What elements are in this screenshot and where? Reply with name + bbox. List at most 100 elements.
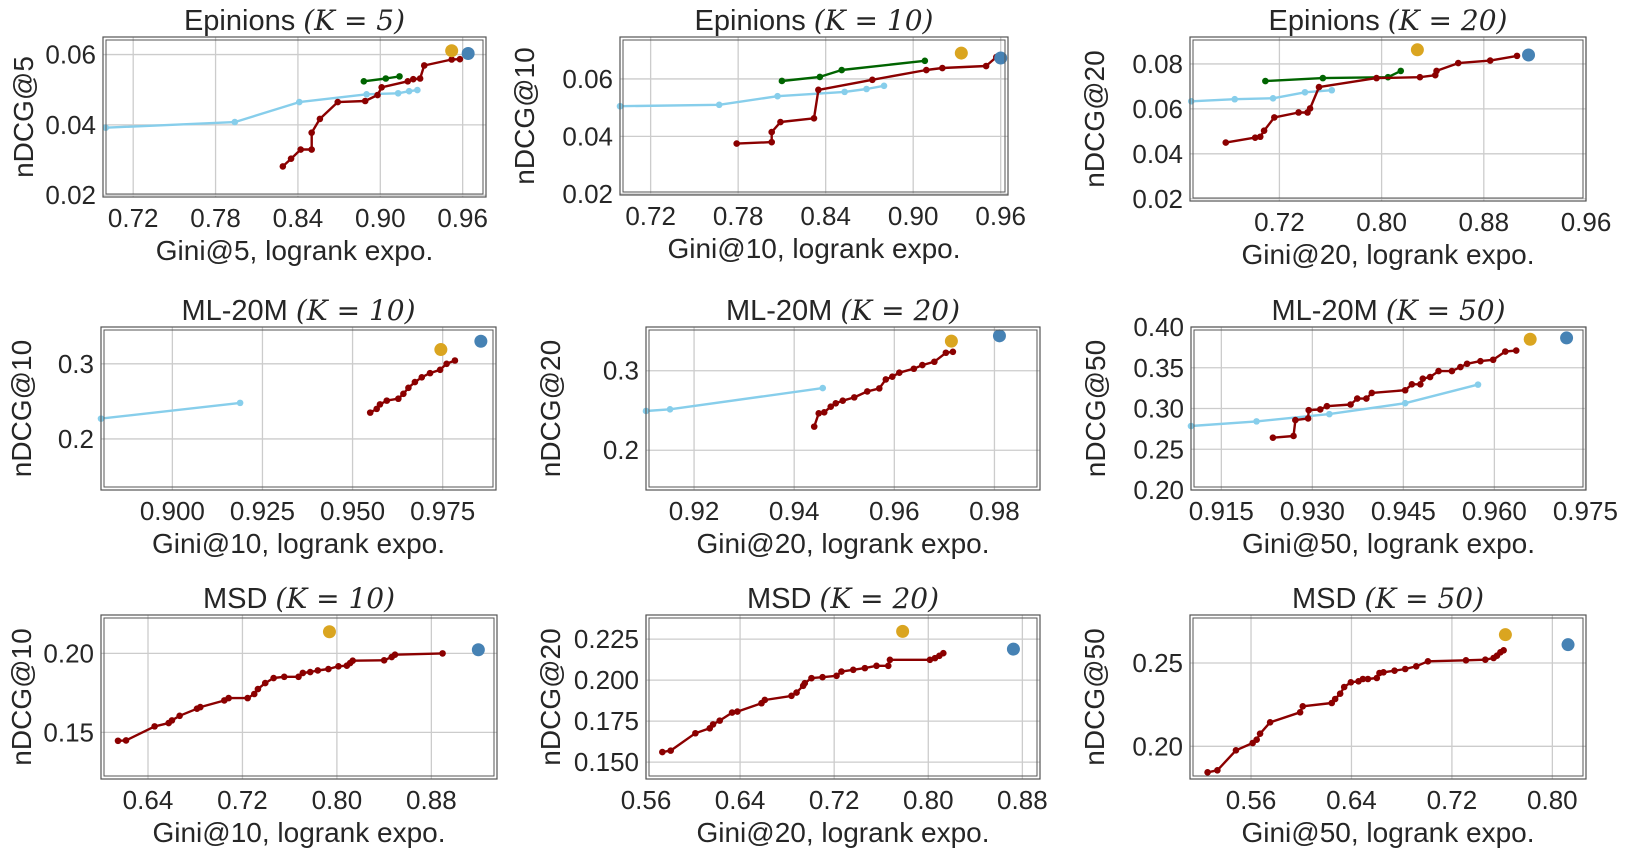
series-marker [1253,736,1260,743]
series-marker [1319,74,1327,82]
y-axis-label: nDCG@20 [535,340,566,477]
y-tick-label: 0.06 [1132,94,1183,124]
series-marker [1419,375,1427,382]
y-tick-label: 0.08 [1132,49,1183,79]
series-marker [349,657,357,664]
x-tick-label: 0.96 [437,203,488,233]
title-dataset: MSD [747,583,811,615]
series-marker [827,403,835,410]
series-marker [1331,695,1339,703]
series-marker [819,673,826,681]
reference-point [322,625,336,639]
series-marker [250,690,258,698]
x-axis-label: Gini@50, logrank expo. [1242,528,1535,559]
series-marker [1512,347,1520,354]
x-tick-label: 0.80 [312,785,363,815]
series-marker [819,384,827,392]
series-marker [926,656,934,664]
series-marker [1316,406,1324,413]
series-marker [1424,658,1432,665]
series-marker [1397,67,1405,75]
subplot-title: ML-20M (K = 10) [181,294,415,327]
x-tick-label: 0.96 [869,496,920,526]
series-marker [1269,95,1277,102]
frame-inner [103,329,494,488]
series-marker [1305,406,1313,414]
series-marker [1448,367,1456,375]
frame-inner [622,39,1006,193]
series-marker [382,75,390,82]
series-marker [1380,669,1387,676]
series-marker [1417,380,1424,388]
reference-point [471,643,485,657]
series-marker [297,146,304,153]
series-marker [418,374,426,381]
y-tick-label: 0.175 [574,706,639,736]
series-marker [733,140,740,147]
series-marker [832,400,840,407]
series-marker [820,409,828,416]
y-axis-label: nDCG@10 [509,47,540,184]
series-marker [1204,769,1211,776]
x-tick-label: 0.84 [273,203,324,233]
series-line [1265,69,1402,83]
series-marker [921,57,929,65]
series-marker [261,679,269,687]
x-tick-label: 0.80 [1356,207,1407,237]
series-marker [279,163,287,170]
subplot-3: 0.72 0.80 0.88 0.96 0.02 0.04 0.06 0.08 Epinions… [1079,4,1611,270]
series-marker [334,98,342,106]
x-axis-label: Gini@50, logrank expo. [1241,817,1534,848]
title-k: (K = 20) [1388,4,1508,37]
series-marker [1231,95,1239,103]
y-tick-label: 0.02 [1132,184,1183,214]
y-tick-label: 0.20 [43,638,94,668]
series-marker [306,668,314,676]
series-marker [196,703,204,711]
frame-outer [1189,614,1587,780]
frame-inner [105,39,484,195]
x-tick-label: 0.64 [1326,785,1377,815]
series-marker [1328,86,1336,94]
series-marker [666,405,674,413]
y-tick-label: 0.20 [1132,731,1183,761]
reference-point [1006,642,1020,656]
subplot-title: MSD (K = 10) [203,582,395,615]
series-marker [409,75,417,83]
reference-point [445,44,459,58]
series-marker [448,56,455,63]
series-marker [443,360,450,368]
series-marker [896,369,903,377]
x-axis-label: Gini@10, logrank expo. [152,528,445,559]
title-k: (K = 10) [275,582,395,615]
series-marker [810,423,818,430]
subplot-title: Epinions (K = 20) [1269,4,1508,37]
series-marker [396,73,403,80]
frame-inner [648,329,1038,488]
series-marker [863,85,870,93]
frame-outer [102,36,487,198]
subplot-7: 0.64 0.72 0.80 0.88 0.15 0.20 MSD (K = 10) Gini@… [6,582,498,848]
title-dataset: Epinions [695,5,806,37]
series-marker [889,373,896,380]
series-marker [411,378,419,386]
series-marker [939,64,946,72]
series-marker [1290,432,1297,440]
series-marker [942,349,950,357]
series-marker [1253,418,1260,425]
series-marker [1295,109,1302,116]
subplot-4: 0.900 0.925 0.950 0.975 0.2 0.3 ML-20M (K = 10)… [6,294,497,559]
x-tick-label: 0.88 [997,785,1048,815]
series-marker [225,694,232,702]
series-marker [270,674,277,682]
frame-inner [1192,39,1584,199]
subplot-6: 0.915 0.930 0.945 0.960 0.975 0.20 0.25 0.30 0.3… [1080,294,1618,559]
series-marker [838,668,845,675]
x-axis-label: Gini@20, logrank expo. [696,528,989,559]
series-marker [1292,416,1299,424]
reference-point [474,334,488,348]
series-marker [405,384,412,392]
series-marker [316,115,324,123]
x-tick-label: 0.975 [410,496,475,526]
series-marker [1256,133,1264,141]
